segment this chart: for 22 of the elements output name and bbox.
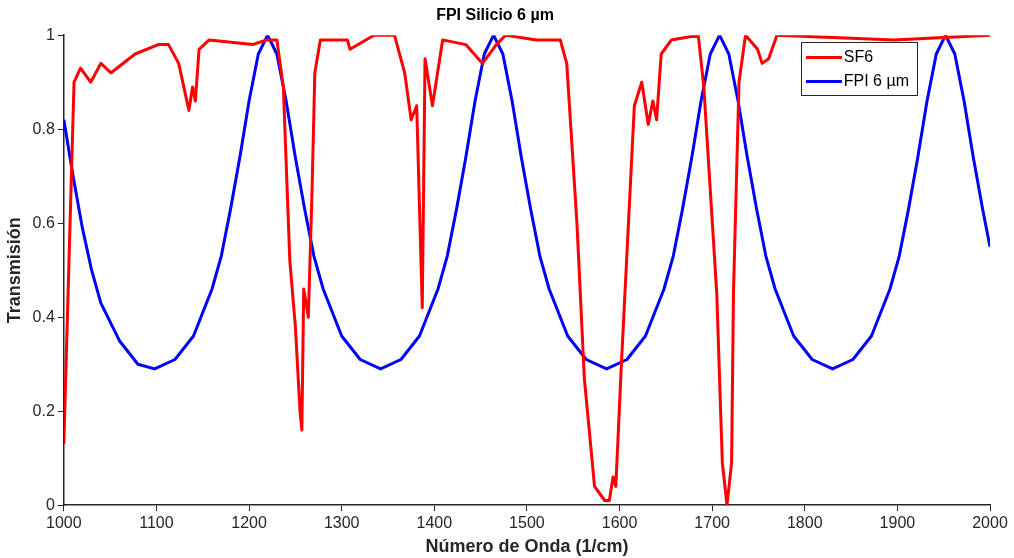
x-tick-label: 1700 xyxy=(694,514,731,532)
x-tick-label: 1500 xyxy=(509,514,545,532)
legend-label: FPI 6 µm xyxy=(843,72,909,90)
y-tick-label: 0.4 xyxy=(32,307,55,325)
x-tick-label: 1600 xyxy=(601,514,638,532)
x-axis-title: Número de Onda (1/cm) xyxy=(425,536,629,557)
chart-title: FPI Silicio 6 µm xyxy=(436,6,554,24)
y-tick-label: 0.8 xyxy=(32,119,55,137)
x-tick-label: 1800 xyxy=(786,514,823,532)
x-tick-label: 2000 xyxy=(972,514,1008,532)
x-tick-label: 1900 xyxy=(879,514,916,532)
y-tick-label: 0 xyxy=(45,495,55,513)
x-tick-label: 1200 xyxy=(231,514,267,532)
legend-label: SF6 xyxy=(843,48,874,66)
y-tick-label: 1 xyxy=(45,25,55,43)
y-tick-label: 0.2 xyxy=(32,401,55,419)
x-tick-label: 1400 xyxy=(416,514,453,532)
x-tick-label: 1100 xyxy=(139,514,174,532)
y-tick-label: 0.6 xyxy=(32,213,55,231)
x-tick-label: 1300 xyxy=(323,514,360,532)
y-axis-title: Transmisión xyxy=(3,217,24,324)
x-tick-label: 1000 xyxy=(46,514,82,532)
